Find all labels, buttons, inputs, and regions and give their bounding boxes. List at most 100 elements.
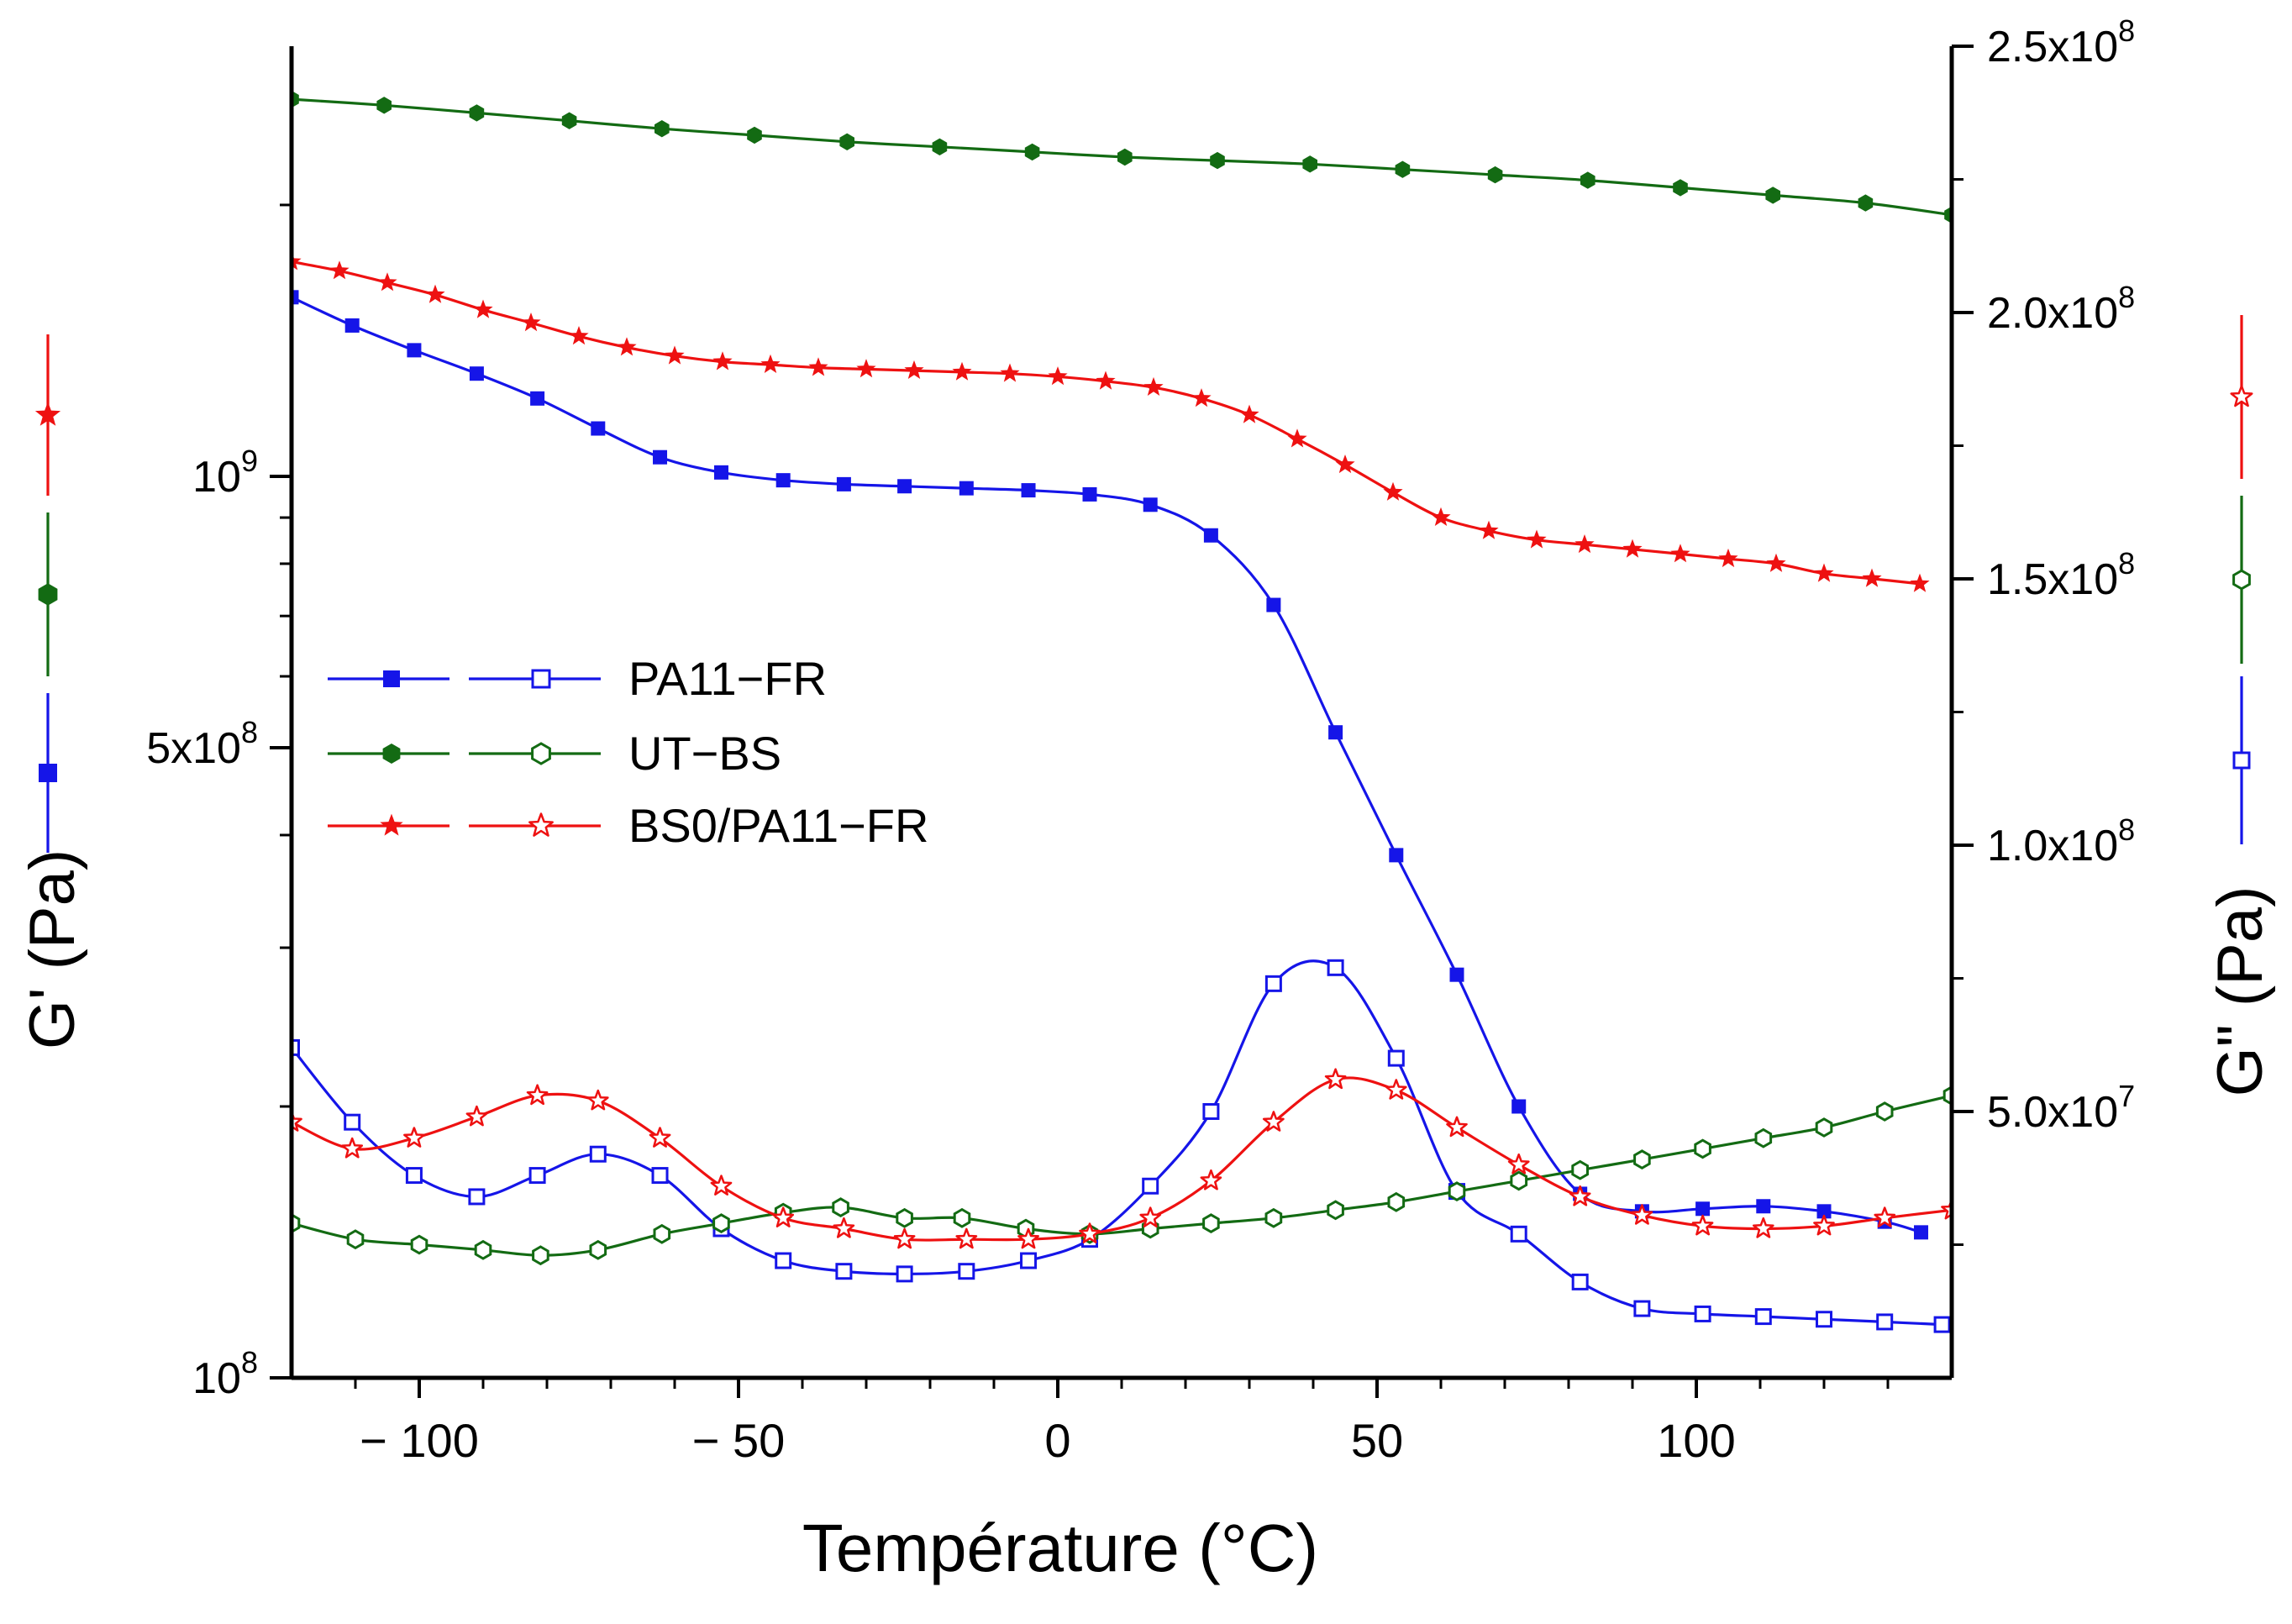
data-point-gdoubleprime-bs0-pa11-fr: [1569, 1185, 1591, 1206]
legend-item-ut-bs: UT−BS: [328, 727, 781, 780]
data-point-gdoubleprime-ut-bs: [1571, 1159, 1589, 1180]
data-point-gprime-pa11-fr: [469, 366, 484, 381]
axis-key-right-pa11-fr: [2232, 676, 2251, 844]
data-point-gdoubleprime-bs0-pa11-fr: [403, 1127, 425, 1148]
data-point-gdoubleprime-pa11-fr: [1816, 1311, 1832, 1328]
y-right-tick-label: 2.5x108: [1987, 13, 2135, 71]
y-left-tick-label: 5x108: [146, 715, 258, 773]
data-point-gprime-pa11-fr: [1756, 1199, 1771, 1214]
series-line-gdoubleprime-ut-bs: [292, 1094, 1952, 1257]
data-point-gprime-bs0-pa11-fr: [1383, 481, 1403, 501]
x-tick-label: 100: [1657, 1414, 1735, 1467]
data-point-gprime-ut-bs: [1117, 148, 1133, 166]
axis-key-marker: [2232, 751, 2251, 770]
data-point-gprime-ut-bs: [747, 126, 762, 145]
data-point-gprime-pa11-fr: [836, 476, 851, 491]
data-point-gprime-pa11-fr: [1266, 597, 1281, 612]
data-point-gdoubleprime-bs0-pa11-fr: [772, 1206, 795, 1227]
x-axis-title: Température (°C): [802, 1511, 1318, 1585]
x-tick-label: 0: [1044, 1414, 1070, 1467]
data-point-gdoubleprime-ut-bs: [1510, 1170, 1528, 1191]
data-point-gdoubleprime-pa11-fr: [1264, 975, 1282, 992]
data-point-gdoubleprime-pa11-fr: [1020, 1252, 1038, 1269]
data-point-gprime-pa11-fr: [591, 421, 606, 436]
data-point-gdoubleprime-ut-bs: [896, 1207, 913, 1228]
data-point-gprime-pa11-fr: [1082, 486, 1097, 502]
y-left-tick-label: 109: [192, 444, 258, 502]
data-point-gdoubleprime-ut-bs: [532, 1245, 549, 1266]
data-point-gdoubleprime-bs0-pa11-fr: [1874, 1206, 1896, 1227]
axis-ticks: − 100 − 50 0 50 100 108 5x108 109 5.0x107 1.0x108…: [146, 13, 2135, 1467]
y-right-tick-label: 1.5x108: [1987, 546, 2135, 604]
data-point-gprime-pa11-fr: [1449, 967, 1464, 982]
data-point-gprime-bs0-pa11-fr: [1862, 568, 1882, 587]
data-point-gprime-bs0-pa11-fr: [1718, 548, 1738, 568]
data-point-gprime-bs0-pa11-fr: [1000, 363, 1020, 382]
data-point-gdoubleprime-bs0-pa11-fr: [893, 1227, 916, 1249]
data-point-gprime-pa11-fr: [1203, 528, 1218, 543]
data-point-gprime-pa11-fr: [292, 290, 299, 305]
data-point-gdoubleprime-pa11-fr: [1202, 1103, 1220, 1120]
legend: PA11−FR UT−BS BS0/PA11−FR: [34, 315, 2253, 853]
data-point-gprime-pa11-fr: [959, 481, 974, 496]
y-left-tick-label: 108: [192, 1345, 258, 1403]
x-tick-label: − 100: [360, 1414, 479, 1467]
data-point-gprime-ut-bs: [1302, 155, 1317, 173]
data-point-gdoubleprime-ut-bs: [653, 1223, 671, 1244]
data-point-gdoubleprime-pa11-fr: [1933, 1316, 1951, 1333]
data-point-gprime-bs0-pa11-fr: [1048, 366, 1068, 386]
data-point-gdoubleprime-ut-bs: [1694, 1138, 1711, 1159]
data-point-gprime-pa11-fr: [1389, 848, 1404, 863]
data-point-gdoubleprime-bs0-pa11-fr: [526, 1084, 549, 1106]
legend-marker-gprime: [383, 670, 400, 687]
legend-marker-gdoubleprime: [531, 742, 551, 765]
data-point-gdoubleprime-ut-bs: [712, 1213, 730, 1234]
data-point-gprime-ut-bs: [839, 133, 854, 150]
data-point-gprime-pa11-fr: [407, 343, 422, 358]
data-point-gprime-ut-bs: [376, 97, 392, 114]
data-point-gdoubleprime-ut-bs: [1633, 1149, 1651, 1170]
data-point-gdoubleprime-bs0-pa11-fr: [1691, 1214, 1714, 1236]
data-point-gprime-pa11-fr: [1511, 1099, 1527, 1114]
x-tick-label: − 50: [692, 1414, 786, 1467]
data-point-gprime-bs0-pa11-fr: [712, 351, 733, 371]
data-point-gprime-ut-bs: [1024, 143, 1040, 161]
data-point-gprime-ut-bs: [469, 104, 485, 122]
data-point-gdoubleprime-bs0-pa11-fr: [1446, 1116, 1468, 1138]
data-point-gprime-bs0-pa11-fr: [1670, 544, 1690, 563]
series-bs0-pa11-fr: [292, 251, 1952, 1249]
data-point-gdoubleprime-ut-bs: [1448, 1181, 1466, 1202]
legend-label-bs0-pa11-fr: BS0/PA11−FR: [628, 799, 928, 852]
axis-key-marker: [39, 764, 57, 782]
data-point-gdoubleprime-pa11-fr: [1876, 1313, 1894, 1331]
data-point-gdoubleprime-bs0-pa11-fr: [1507, 1153, 1530, 1175]
data-point-gdoubleprime-ut-bs: [346, 1229, 365, 1250]
data-point-gprime-bs0-pa11-fr: [425, 284, 445, 303]
data-point-gdoubleprime-ut-bs: [1327, 1200, 1344, 1221]
data-point-gprime-bs0-pa11-fr: [1479, 520, 1499, 539]
data-point-gdoubleprime-bs0-pa11-fr: [292, 1111, 302, 1132]
data-point-gdoubleprime-ut-bs: [1264, 1207, 1283, 1228]
data-point-gprime-bs0-pa11-fr: [1287, 428, 1307, 448]
data-point-gdoubleprime-bs0-pa11-fr: [465, 1105, 488, 1127]
axis-key-marker: [34, 402, 61, 426]
data-point-gdoubleprime-bs0-pa11-fr: [1079, 1222, 1101, 1243]
data-point-gprime-bs0-pa11-fr: [760, 354, 781, 373]
data-point-gprime-ut-bs: [1210, 151, 1225, 170]
data-point-gdoubleprime-pa11-fr: [528, 1167, 546, 1185]
data-point-gprime-bs0-pa11-fr: [329, 260, 350, 280]
axis-key-right-ut-bs: [2232, 496, 2251, 664]
data-point-gdoubleprime-pa11-fr: [896, 1265, 913, 1283]
data-point-gdoubleprime-bs0-pa11-fr: [1631, 1204, 1653, 1225]
data-point-gdoubleprime-bs0-pa11-fr: [1017, 1227, 1039, 1249]
data-point-gdoubleprime-bs0-pa11-fr: [955, 1227, 978, 1249]
data-point-gprime-ut-bs: [561, 112, 577, 129]
data-point-gdoubleprime-ut-bs: [1202, 1213, 1220, 1234]
data-point-gprime-ut-bs: [1765, 187, 1780, 204]
axis-key-left-ut-bs: [38, 512, 58, 676]
data-point-gdoubleprime-bs0-pa11-fr: [710, 1175, 733, 1196]
data-point-gdoubleprime-pa11-fr: [1633, 1300, 1651, 1317]
legend-marker-gdoubleprime: [531, 669, 551, 689]
data-point-gprime-pa11-fr: [897, 479, 912, 494]
data-point-gdoubleprime-ut-bs: [474, 1239, 492, 1260]
